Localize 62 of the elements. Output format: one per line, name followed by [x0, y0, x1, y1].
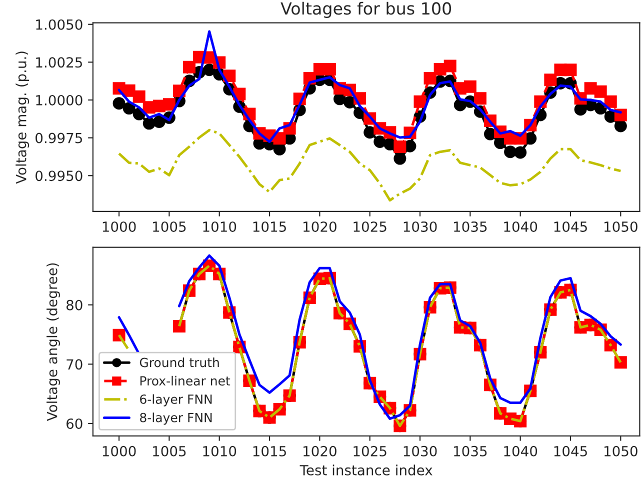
- point: [504, 146, 517, 158]
- y-tick-label: 0.9975: [36, 132, 82, 144]
- legend-label: 6-layer FNN: [140, 394, 212, 406]
- point: [444, 60, 456, 72]
- x-tick-label: 1035: [454, 446, 487, 456]
- x-tick-label: 1040: [504, 446, 538, 456]
- point: [414, 95, 426, 108]
- point: [544, 74, 557, 86]
- point: [394, 152, 406, 165]
- x-tick-label: 1010: [203, 446, 236, 456]
- point: [122, 102, 136, 115]
- line-series: [118, 128, 622, 202]
- x-tick-label: 1050: [604, 446, 638, 456]
- point: [394, 140, 406, 153]
- point: [514, 146, 527, 159]
- x-tick-label: 1045: [554, 221, 587, 232]
- y-axis-title: Voltage mag. (p.u.): [16, 52, 30, 184]
- x-tick-label: 1005: [153, 221, 186, 232]
- x-tick-label: 1000: [102, 221, 136, 232]
- x-tick-label: 1025: [354, 221, 386, 232]
- x-tick-label: 1050: [604, 221, 638, 232]
- y-tick-label: 70: [66, 359, 82, 370]
- point: [132, 90, 146, 103]
- chart-title: Voltages for bus 100: [280, 2, 452, 18]
- y-tick-label: 1.0000: [36, 94, 82, 106]
- point: [162, 98, 176, 111]
- x-tick-label: 1020: [304, 446, 336, 456]
- y-tick-label: 1.0025: [36, 57, 82, 68]
- point: [594, 85, 607, 98]
- point: [464, 80, 476, 93]
- y-axis-title: Voltage angle (degree): [46, 263, 60, 422]
- point: [112, 97, 126, 110]
- x-tick-label: 1035: [454, 221, 487, 232]
- y-tick-label: 1.0050: [36, 19, 82, 30]
- x-tick-label: 1040: [504, 221, 538, 232]
- point: [223, 70, 236, 82]
- legend-label: Ground truth: [140, 358, 219, 368]
- x-tick-label: 1045: [554, 446, 587, 456]
- x-tick-label: 1015: [253, 446, 286, 456]
- point: [203, 64, 216, 76]
- x-tick-label: 1020: [304, 221, 336, 232]
- x-tick-label: 1015: [253, 221, 286, 232]
- point: [152, 116, 166, 128]
- point: [614, 120, 627, 132]
- x-tick-label: 1000: [102, 446, 136, 456]
- point: [564, 64, 577, 76]
- point: [374, 135, 386, 148]
- x-tick-label: 1010: [203, 221, 236, 232]
- x-tick-label: 1025: [354, 446, 386, 456]
- point: [183, 60, 196, 74]
- point: [604, 95, 617, 108]
- x-axis-title: Test instance index: [300, 464, 432, 476]
- point: [474, 92, 486, 105]
- x-tick-label: 1030: [404, 221, 437, 232]
- y-tick-label: 60: [66, 418, 82, 429]
- legend-label: 8-layer FNN: [140, 412, 212, 425]
- x-tick-label: 1030: [404, 446, 437, 456]
- point: [424, 72, 436, 84]
- legend-label: Prox-linear net: [140, 376, 230, 386]
- x-tick-label: 1005: [153, 446, 186, 456]
- y-tick-label: 0.9950: [36, 170, 82, 182]
- y-tick-label: 80: [66, 300, 82, 310]
